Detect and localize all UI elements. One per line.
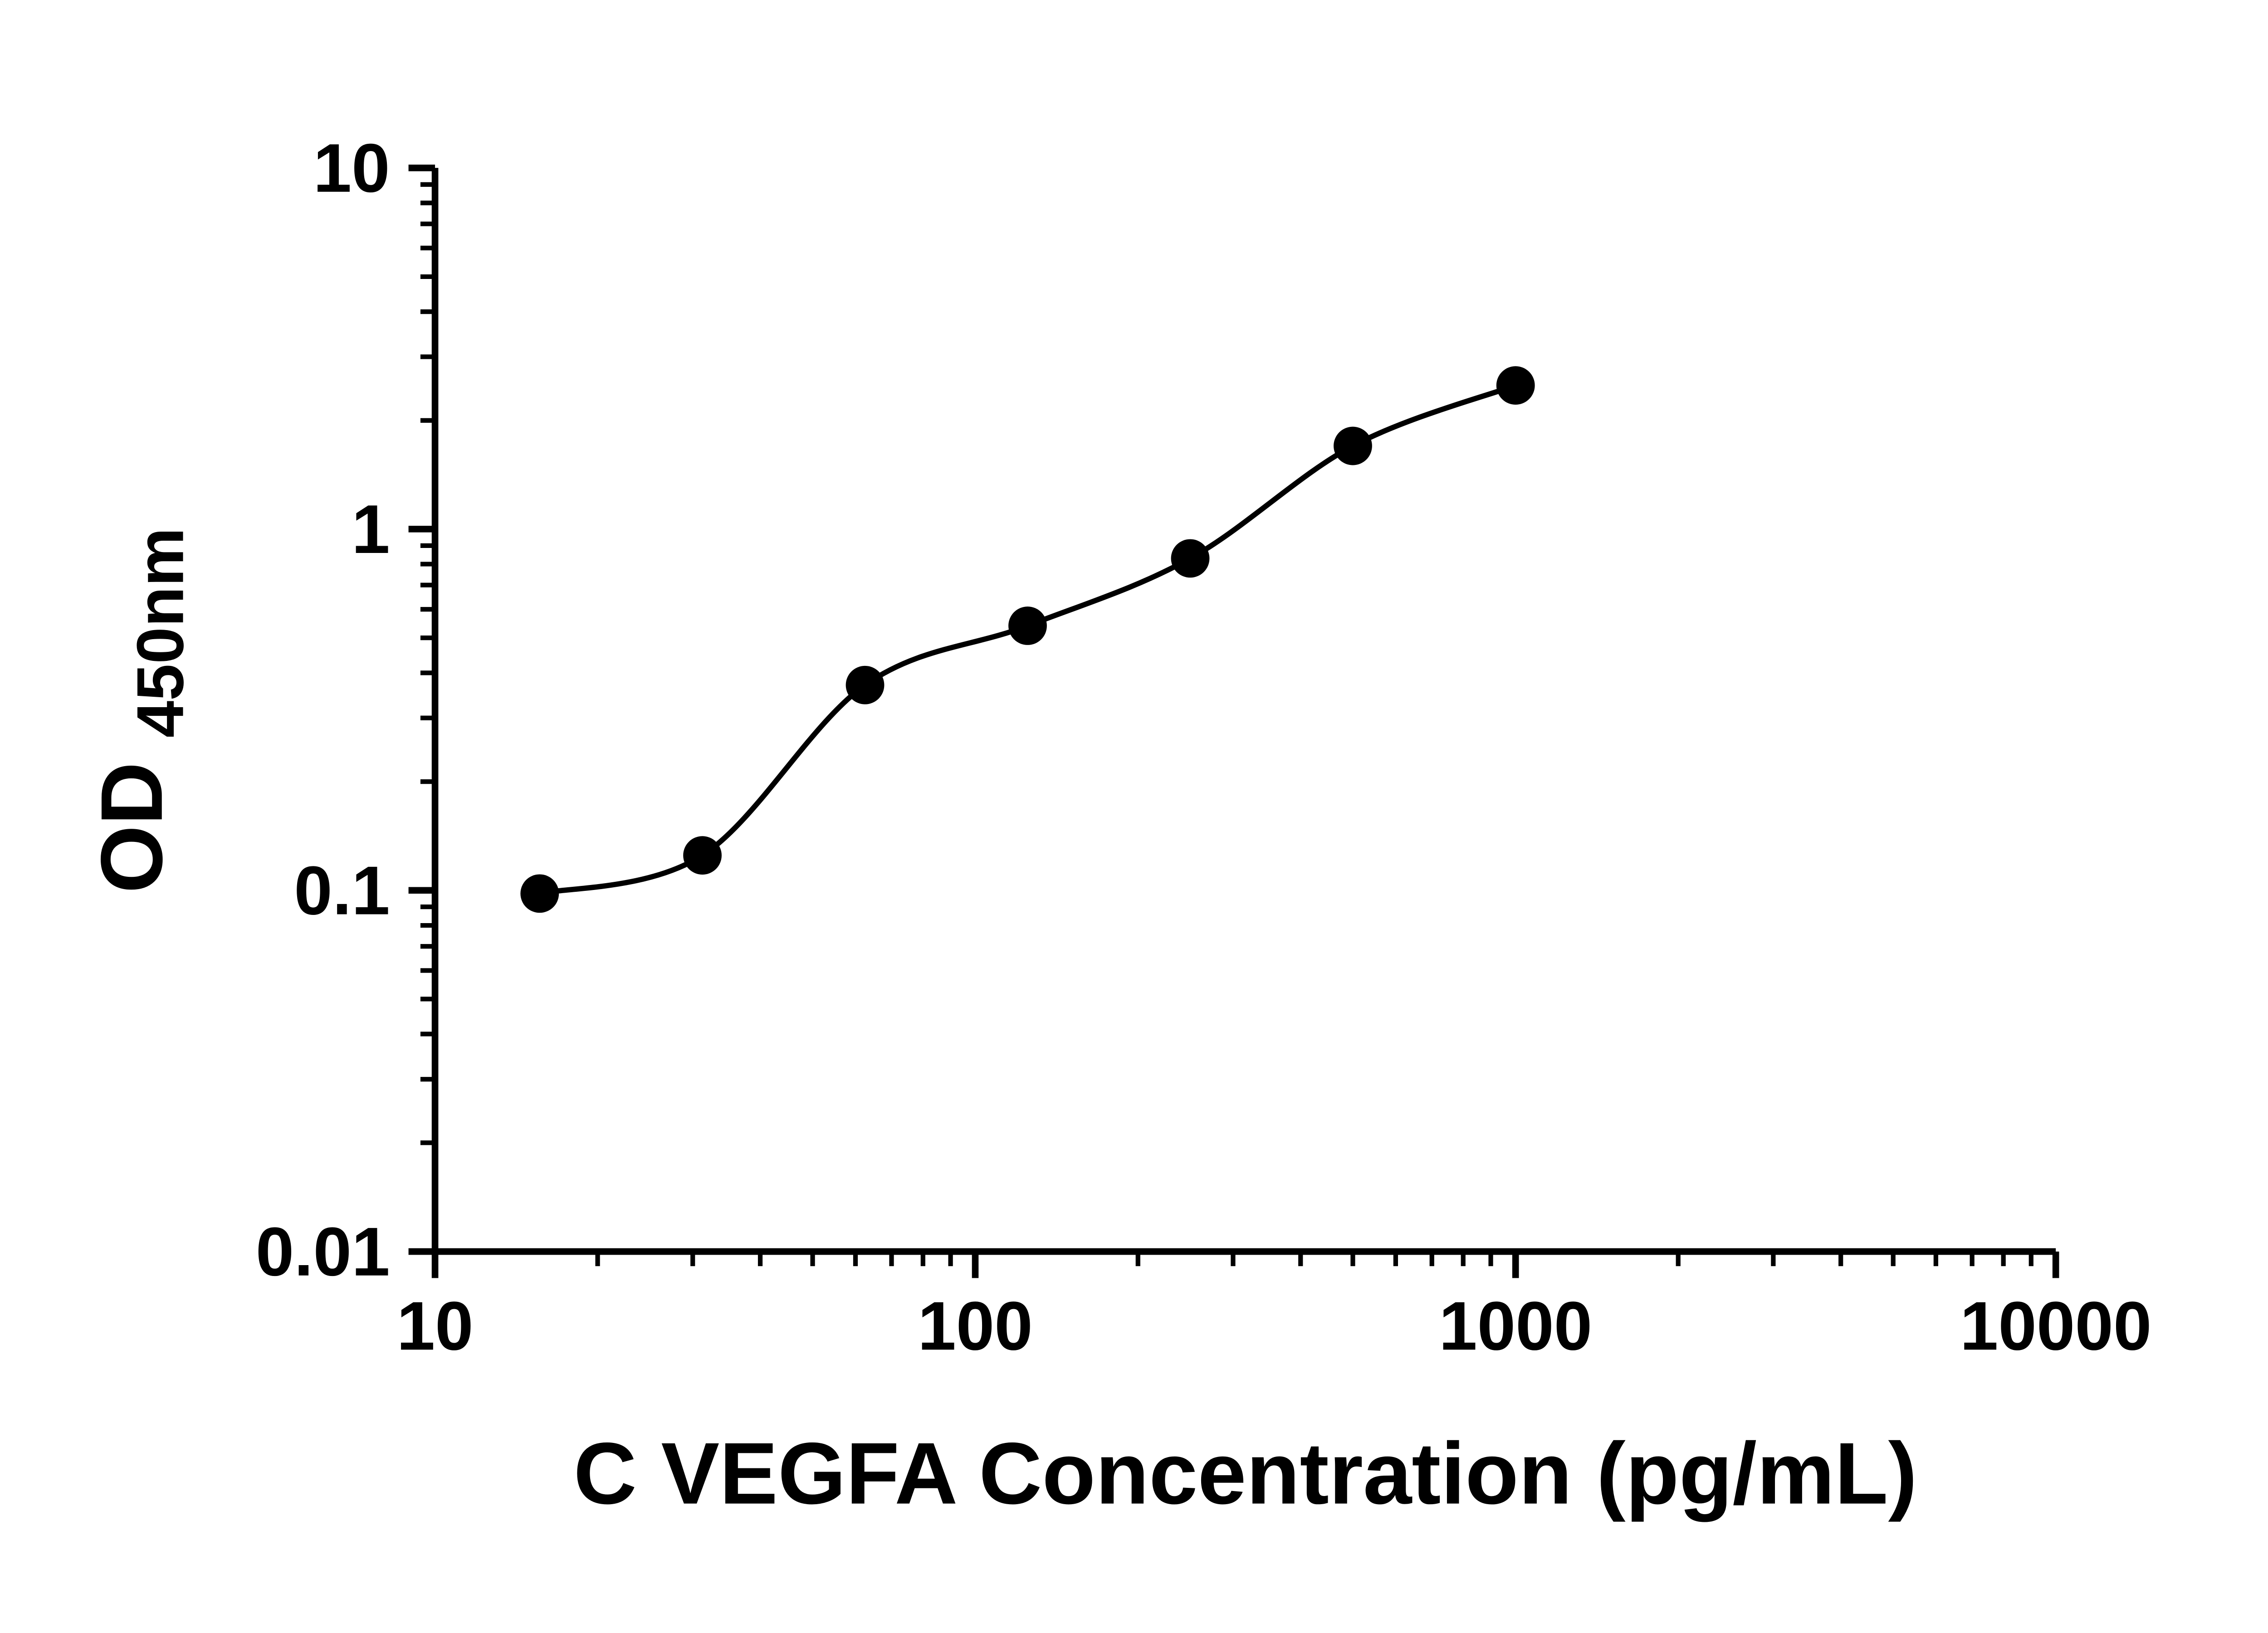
y-tick-label: 10	[313, 130, 390, 207]
x-axis-title: C VEGFA Concentration (pg/mL)	[573, 1424, 1917, 1522]
data-point-marker	[1334, 426, 1372, 465]
data-point-marker	[520, 874, 559, 913]
x-tick-label: 100	[918, 1287, 1033, 1364]
data-point-marker	[1008, 606, 1047, 645]
y-axis-title-main: OD	[83, 762, 181, 893]
axes-spines	[431, 168, 2056, 1255]
data-point-marker	[1496, 366, 1535, 405]
data-point-marker	[1171, 539, 1210, 578]
y-axis-title-sub: 450nm	[123, 528, 197, 738]
x-tick-label: 10000	[1960, 1287, 2152, 1364]
data-point-marker	[846, 665, 885, 704]
y-tick-label: 1	[352, 491, 390, 568]
x-tick-label: 1000	[1439, 1287, 1592, 1364]
y-tick-label: 0.1	[294, 852, 390, 929]
y-tick-label: 0.01	[256, 1213, 390, 1291]
x-tick-label: 10	[397, 1287, 474, 1364]
plot-area: 10 100 1000 10000 0.01 0.1 1 10	[256, 130, 2152, 1365]
data-point-marker	[683, 836, 722, 875]
y-axis-title: OD 450nm	[83, 528, 197, 893]
